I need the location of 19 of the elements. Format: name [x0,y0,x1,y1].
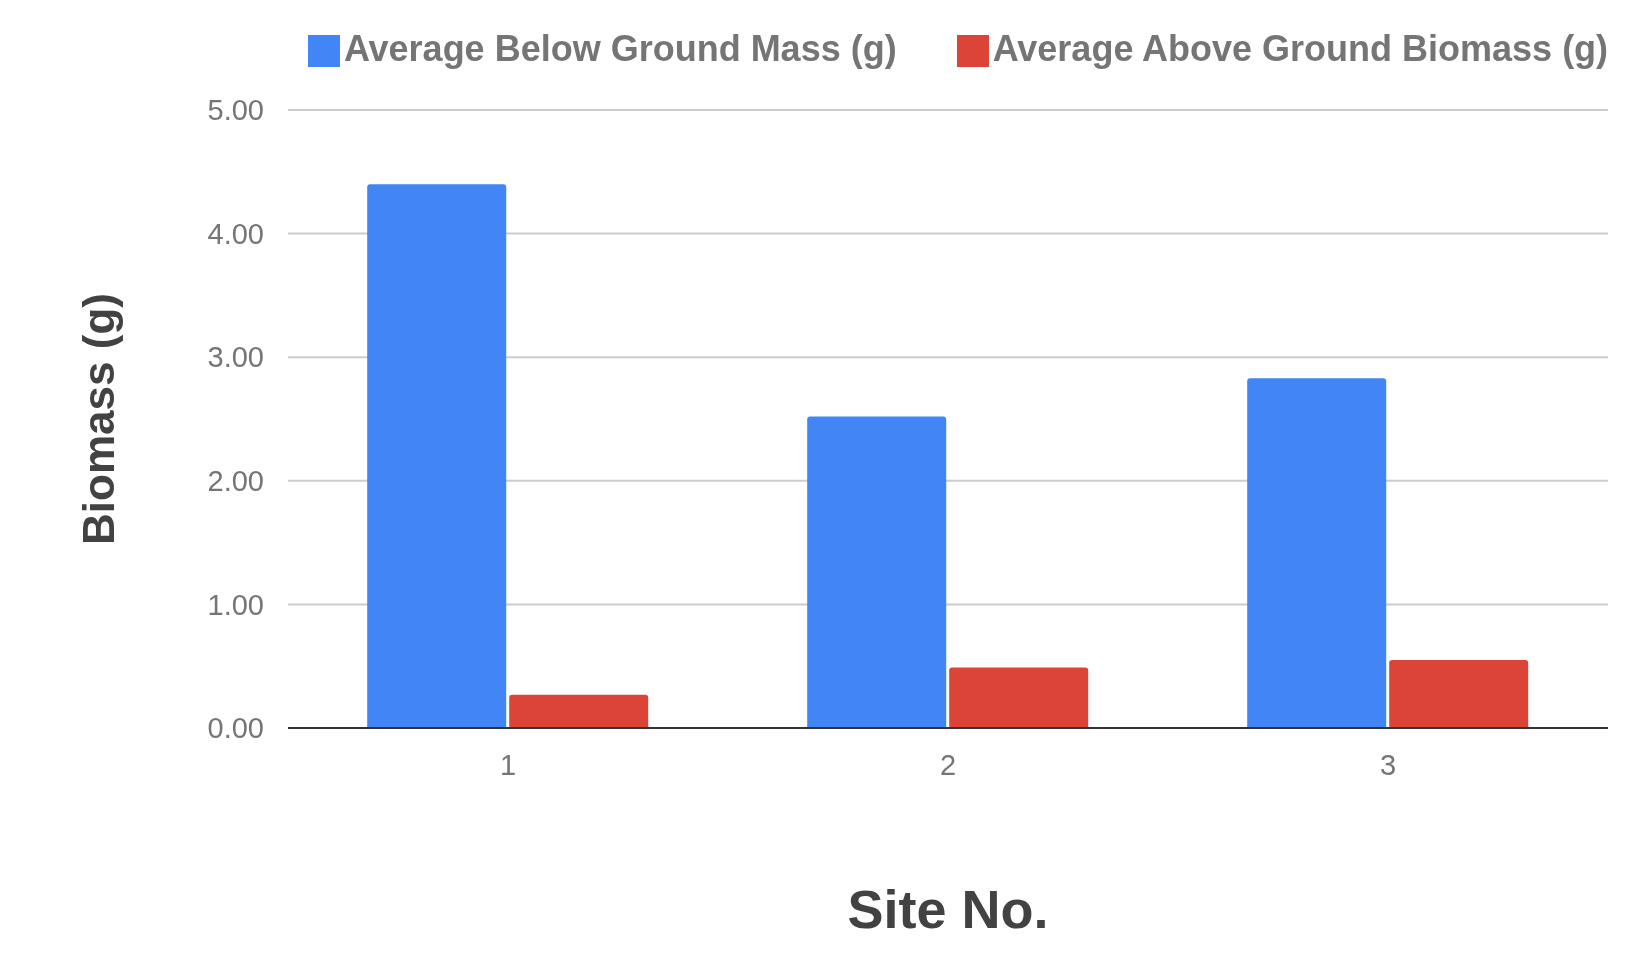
bar [1389,660,1529,728]
bar [1247,378,1387,728]
y-tick-label: 5.00 [207,94,264,127]
legend-label: Average Above Ground Biomass (g) [992,28,1609,69]
y-tick-label: 4.00 [207,217,264,250]
x-tick-label: 2 [939,748,957,781]
bar [949,667,1089,728]
bar [509,694,649,728]
bar [367,184,507,728]
legend-label: Average Below Ground Mass (g) [343,28,897,69]
y-axis-title: Biomass (g) [73,293,123,545]
x-tick-label: 1 [499,748,517,781]
y-tick-label: 3.00 [207,341,264,374]
y-tick-label: 2.00 [207,465,264,498]
x-tick-label: 3 [1379,748,1397,781]
y-tick-label: 0.00 [207,712,264,745]
bar [807,416,947,728]
x-axis-title: Site No. [847,879,1049,939]
y-tick-label: 1.00 [207,588,264,621]
